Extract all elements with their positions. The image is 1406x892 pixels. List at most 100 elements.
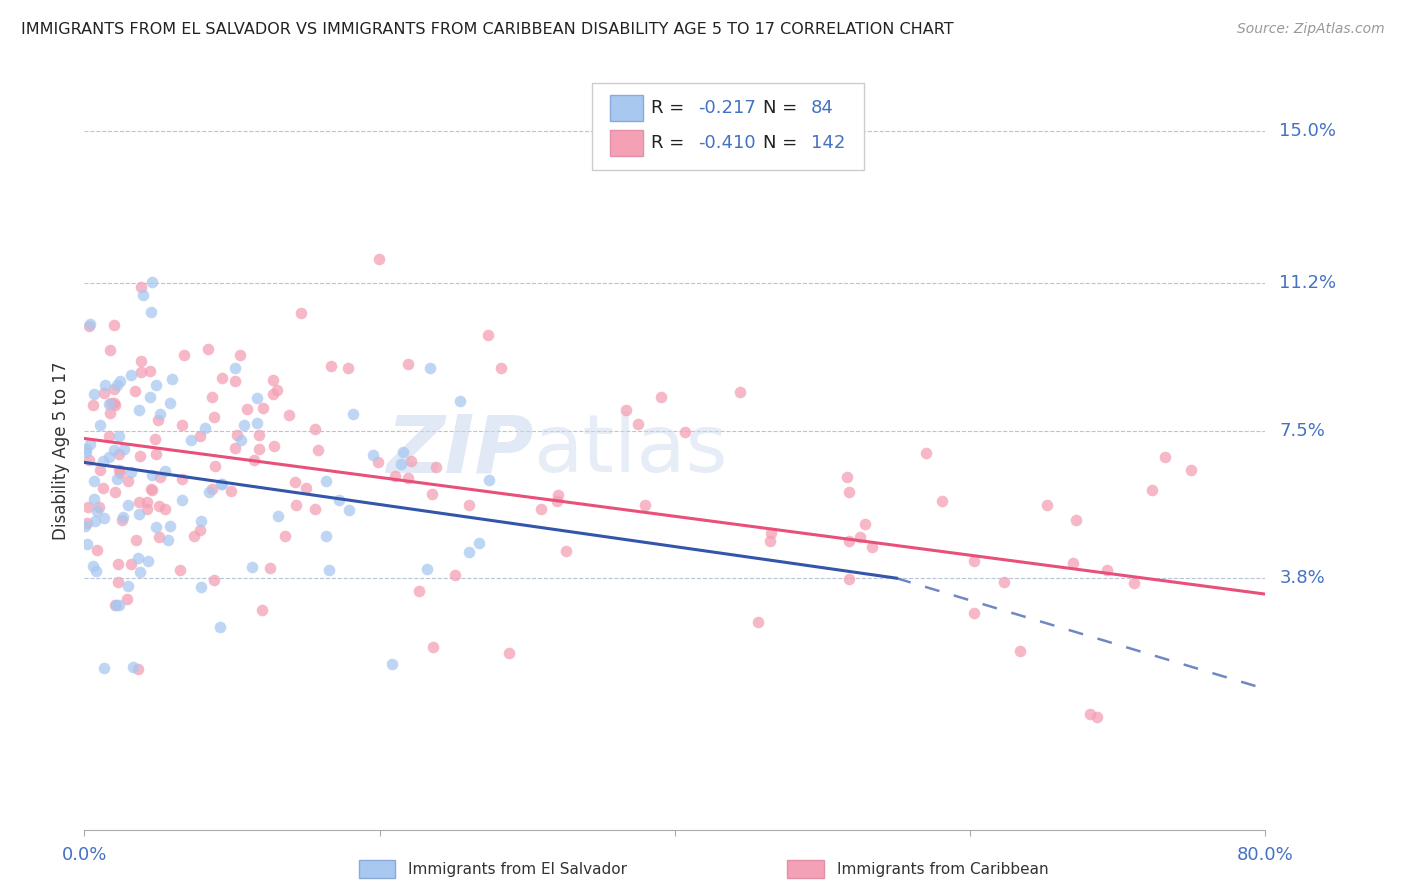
Point bbox=[108, 447, 131, 461]
Text: 0.0%: 0.0% bbox=[62, 847, 107, 864]
Text: IMMIGRANTS FROM EL SALVADOR VS IMMIGRANTS FROM CARIBBEAN DISABILITY AGE 5 TO 17 : IMMIGRANTS FROM EL SALVADOR VS IMMIGRANT… bbox=[21, 22, 953, 37]
Point bbox=[124, 533, 146, 547]
Point bbox=[146, 413, 169, 427]
Point bbox=[103, 382, 125, 396]
Point bbox=[246, 392, 269, 406]
Point bbox=[149, 469, 172, 483]
FancyBboxPatch shape bbox=[592, 83, 863, 170]
Point bbox=[86, 543, 108, 558]
Point bbox=[860, 540, 883, 554]
Point bbox=[153, 502, 176, 516]
Point bbox=[247, 442, 270, 457]
Point bbox=[243, 453, 266, 467]
Point bbox=[547, 487, 569, 501]
Point bbox=[141, 275, 163, 289]
Point bbox=[107, 575, 129, 590]
Point bbox=[117, 475, 139, 489]
Point bbox=[117, 498, 139, 512]
Y-axis label: Disability Age 5 to 17: Disability Age 5 to 17 bbox=[52, 361, 70, 540]
Point bbox=[93, 378, 115, 392]
Point bbox=[129, 280, 152, 294]
Point bbox=[284, 498, 307, 512]
Point bbox=[103, 395, 125, 409]
Point bbox=[180, 433, 202, 447]
Point bbox=[425, 459, 447, 474]
Point bbox=[77, 452, 100, 467]
Point bbox=[190, 580, 212, 594]
Point bbox=[634, 498, 657, 512]
Point bbox=[132, 288, 155, 302]
Point bbox=[91, 453, 114, 467]
Point bbox=[211, 476, 233, 491]
Point bbox=[247, 427, 270, 442]
Text: 84: 84 bbox=[811, 99, 834, 117]
Point bbox=[108, 598, 131, 612]
Point bbox=[110, 466, 132, 480]
Point bbox=[120, 465, 142, 479]
Point bbox=[127, 550, 149, 565]
Point bbox=[498, 646, 520, 660]
Point bbox=[162, 372, 184, 386]
Point bbox=[443, 568, 465, 582]
Text: 7.5%: 7.5% bbox=[1279, 422, 1326, 440]
Point bbox=[1140, 483, 1163, 497]
Point bbox=[761, 526, 783, 541]
Point bbox=[342, 407, 364, 421]
Point bbox=[107, 557, 129, 571]
Point bbox=[93, 511, 115, 525]
Point bbox=[1095, 563, 1118, 577]
Point bbox=[201, 482, 224, 496]
Point bbox=[274, 529, 297, 543]
Point bbox=[747, 615, 769, 630]
Point bbox=[104, 485, 127, 500]
Point bbox=[262, 387, 284, 401]
Point bbox=[93, 386, 115, 401]
FancyBboxPatch shape bbox=[610, 95, 643, 120]
Point bbox=[650, 390, 672, 404]
Point bbox=[108, 463, 131, 477]
Point bbox=[83, 387, 105, 401]
Point bbox=[993, 574, 1015, 589]
Point bbox=[489, 361, 512, 376]
Point bbox=[190, 515, 212, 529]
Point bbox=[141, 468, 163, 483]
Point bbox=[304, 422, 326, 436]
Point bbox=[104, 398, 127, 412]
Point bbox=[381, 657, 404, 672]
Point bbox=[108, 375, 131, 389]
Text: R =: R = bbox=[651, 135, 690, 153]
Point bbox=[318, 563, 340, 577]
Point bbox=[136, 501, 159, 516]
Point bbox=[170, 472, 193, 486]
Point bbox=[75, 445, 97, 459]
Point bbox=[79, 318, 101, 332]
Point bbox=[153, 464, 176, 478]
Point bbox=[1153, 450, 1175, 464]
Point bbox=[128, 508, 150, 522]
Point bbox=[89, 463, 111, 477]
Point bbox=[837, 470, 859, 484]
Point bbox=[202, 573, 225, 587]
Point bbox=[170, 417, 193, 432]
Point bbox=[252, 401, 274, 415]
Point bbox=[931, 494, 953, 508]
Point bbox=[295, 481, 318, 495]
Point bbox=[1036, 498, 1059, 512]
Point bbox=[626, 417, 648, 431]
Point bbox=[367, 455, 389, 469]
Point bbox=[84, 564, 107, 578]
Point bbox=[420, 487, 443, 501]
Point bbox=[555, 543, 578, 558]
Point bbox=[1064, 513, 1087, 527]
Point bbox=[188, 429, 211, 443]
Point bbox=[89, 417, 111, 432]
Point bbox=[112, 442, 135, 456]
Point bbox=[337, 503, 360, 517]
Point bbox=[546, 493, 568, 508]
Point bbox=[149, 408, 172, 422]
Point bbox=[138, 364, 160, 378]
Point bbox=[838, 572, 860, 586]
Point bbox=[224, 360, 246, 375]
Point bbox=[250, 602, 273, 616]
Text: N =: N = bbox=[763, 99, 803, 117]
